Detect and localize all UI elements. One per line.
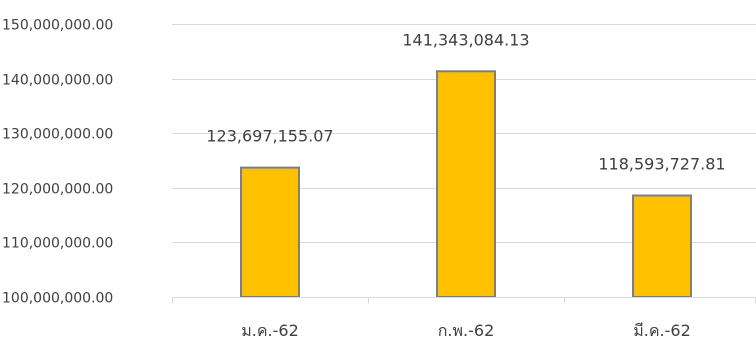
y-axis-tick-labels: 100,000,000.00 110,000,000.00 120,000,000.… [2,18,113,307]
bar [436,70,496,299]
bars [240,70,692,299]
data-labels: 123,697,155.07 141,343,084.13 118,593,727.… [206,30,725,173]
x-axis: ม.ค.-62 ก.พ.-62 มี.ค.-62 [172,297,756,340]
x-tick-label: ม.ค.-62 [241,321,299,340]
x-tick-label: มี.ค.-62 [633,321,691,340]
y-tick-label: 150,000,000.00 [2,18,113,34]
y-tick-label: 130,000,000.00 [2,127,113,143]
bar [240,166,300,298]
y-tick-label: 110,000,000.00 [2,236,113,252]
bar [632,194,692,298]
y-tick-label: 120,000,000.00 [2,182,113,198]
x-tick-label: ก.พ.-62 [438,321,495,340]
data-label: 141,343,084.13 [402,30,529,49]
y-tick-label: 100,000,000.00 [2,291,113,307]
y-tick-label: 140,000,000.00 [2,73,113,89]
data-label: 118,593,727.81 [598,154,725,173]
data-label: 123,697,155.07 [206,127,333,146]
